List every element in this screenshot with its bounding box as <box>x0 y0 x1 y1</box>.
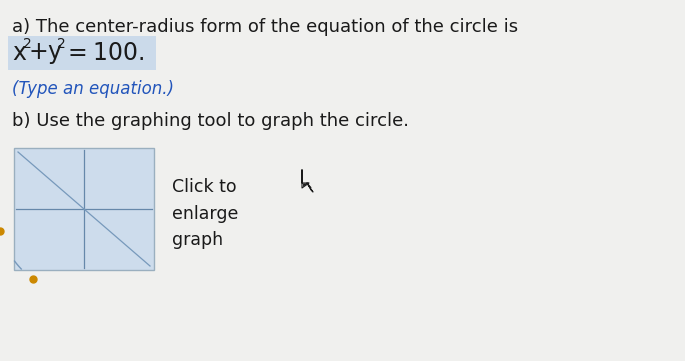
Text: a) The center-radius form of the equation of the circle is: a) The center-radius form of the equatio… <box>12 18 518 36</box>
FancyBboxPatch shape <box>8 36 156 70</box>
Polygon shape <box>303 171 312 188</box>
FancyBboxPatch shape <box>14 148 154 270</box>
Polygon shape <box>302 170 312 189</box>
Text: 2: 2 <box>57 37 66 51</box>
Text: (Type an equation.): (Type an equation.) <box>12 80 174 98</box>
Text: $\mathregular{+y}$: $\mathregular{+y}$ <box>28 40 63 65</box>
Text: Click to
enlarge
graph: Click to enlarge graph <box>172 178 238 249</box>
Text: 2: 2 <box>23 37 32 51</box>
Text: $\mathregular{x}$: $\mathregular{x}$ <box>12 41 27 65</box>
Text: b) Use the graphing tool to graph the circle.: b) Use the graphing tool to graph the ci… <box>12 112 409 130</box>
Text: $\mathregular{= 100}$: $\mathregular{= 100}$ <box>63 41 138 65</box>
Text: .: . <box>138 41 145 65</box>
